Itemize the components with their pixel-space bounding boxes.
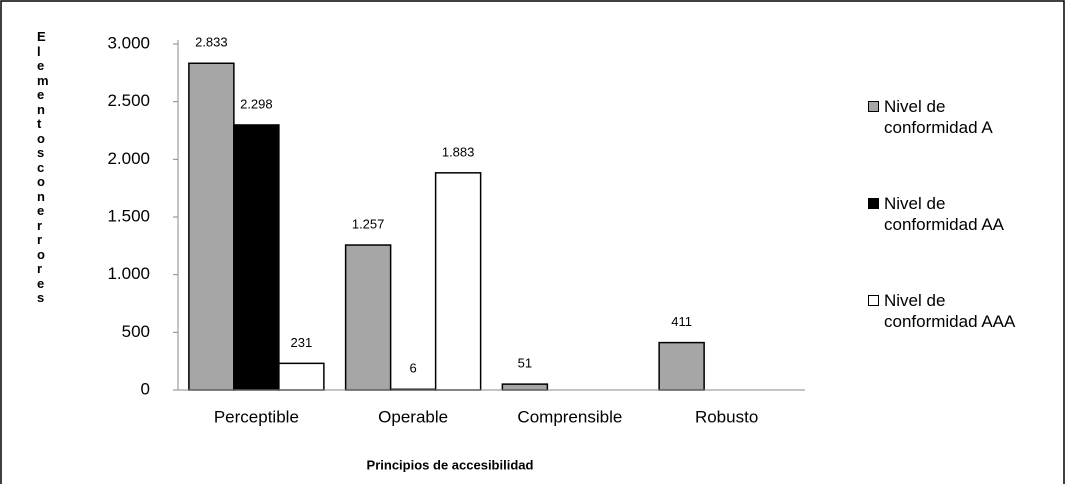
y-tick-label: 1.500 <box>107 206 150 225</box>
legend-label: Nivel de conformidad A <box>884 97 993 137</box>
x-axis-label: Principios de accesibilidad <box>367 457 534 472</box>
bar <box>233 124 280 391</box>
legend-item: Nivel de conformidad A <box>868 96 1058 138</box>
y-tick-label: 2.000 <box>107 149 150 168</box>
data-label: 1.883 <box>442 144 475 159</box>
legend-item: Nivel de conformidad AAA <box>868 290 1058 332</box>
legend-item: Nivel de conformidad AA <box>868 193 1058 235</box>
legend-swatch <box>868 101 879 112</box>
y-tick-label: 500 <box>122 322 150 341</box>
bar <box>501 383 549 391</box>
bar <box>658 341 705 391</box>
bar <box>188 62 235 391</box>
bar <box>278 362 325 391</box>
y-tick-label: 2.500 <box>107 91 150 110</box>
y-tick-label: 0 <box>141 379 150 398</box>
legend-label: Nivel de conformidad AAA <box>884 291 1016 331</box>
x-tick-label: Comprensible <box>517 407 622 426</box>
legend-swatch <box>868 295 879 306</box>
x-tick-label: Perceptible <box>214 407 299 426</box>
data-label: 411 <box>671 314 692 329</box>
data-label: 1.257 <box>352 216 385 231</box>
y-tick-label: 1.000 <box>107 264 150 283</box>
y-axis-label: Elementos con errores <box>37 29 49 305</box>
y-tick-label: 3.000 <box>107 33 150 52</box>
data-label: 6 <box>410 361 417 376</box>
bar <box>344 244 392 391</box>
x-tick-label: Robusto <box>695 407 758 426</box>
legend-label: Nivel de conformidad AA <box>884 194 1005 234</box>
data-label: 231 <box>291 335 313 350</box>
data-label: 2.298 <box>240 96 273 111</box>
x-tick-label: Operable <box>378 407 448 426</box>
data-label: 51 <box>518 356 532 371</box>
data-label: 2.833 <box>195 35 228 50</box>
legend-swatch <box>868 198 879 209</box>
bar <box>434 172 482 391</box>
